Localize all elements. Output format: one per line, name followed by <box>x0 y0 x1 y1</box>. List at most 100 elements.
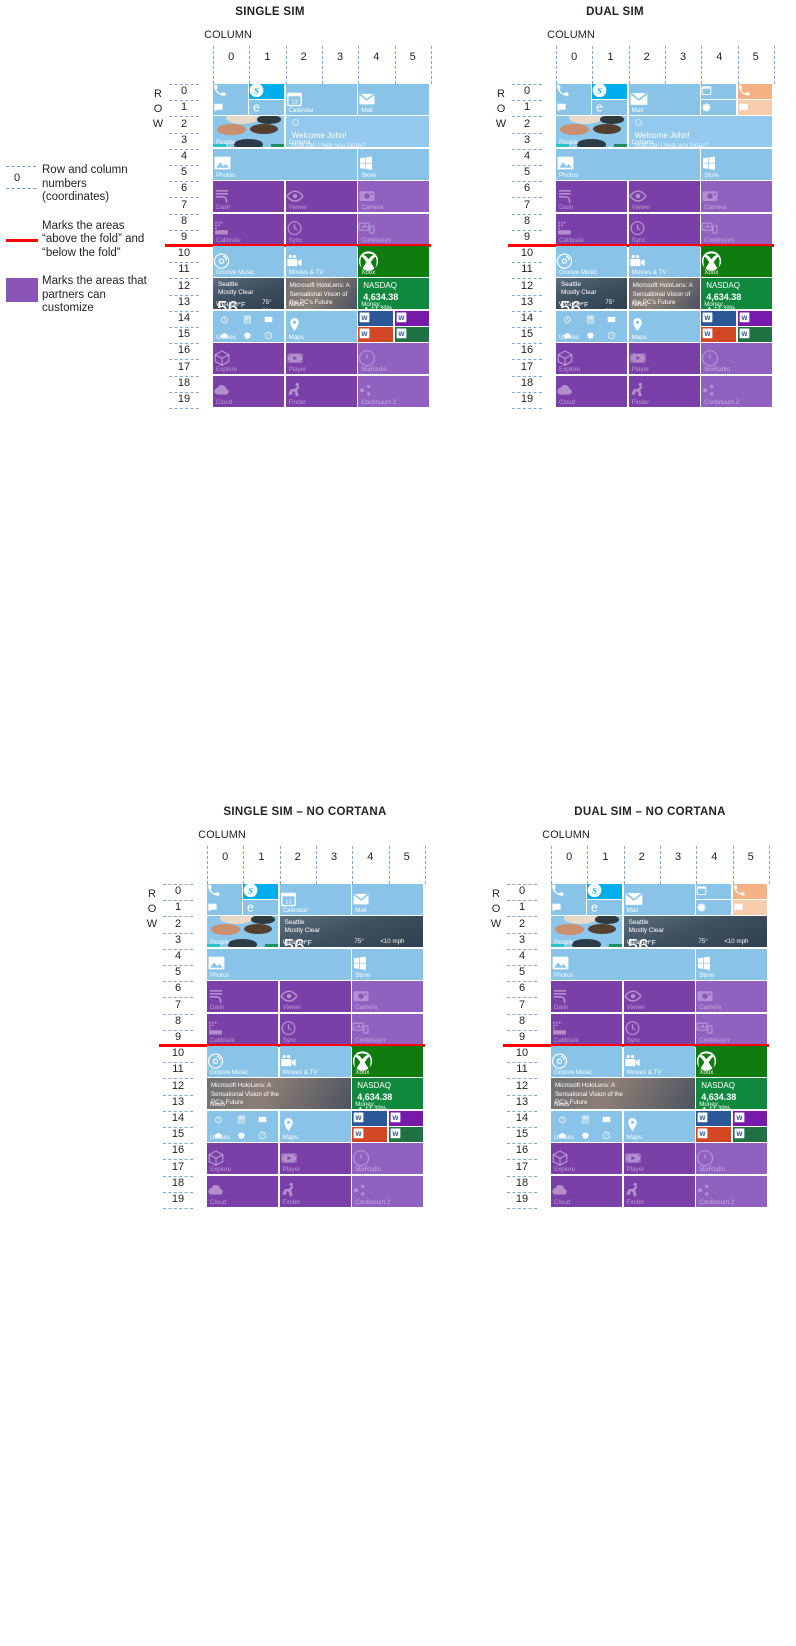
tile-weather[interactable]: Seattle Mostly Clear 56°F 75° 62° <10 mp… <box>279 916 424 948</box>
tile-sync[interactable]: Sync <box>279 1013 351 1045</box>
tile-messaging[interactable] <box>213 100 248 115</box>
tile-messaging[interactable] <box>207 900 242 915</box>
tile-maps[interactable]: Maps <box>623 1110 695 1142</box>
tile-store[interactable]: Store <box>352 948 424 980</box>
tile-cloud[interactable]: Cloud <box>207 1175 279 1207</box>
tile-continuum[interactable]: Continuum <box>701 213 773 245</box>
tile-phone-sim2[interactable] <box>732 884 768 899</box>
tile-onenote[interactable]: W <box>388 1110 424 1126</box>
tile-continuum-2[interactable]: Continuum 2 <box>696 1175 768 1207</box>
tile-continuum[interactable]: Continuum <box>696 1013 768 1045</box>
tile-calibrate[interactable]: Calibrate <box>556 213 628 245</box>
tile-sync[interactable]: Sync <box>628 213 700 245</box>
tile-powerpoint[interactable]: W <box>358 327 394 342</box>
tile-sync[interactable]: Sync <box>285 213 357 245</box>
tile-skype[interactable]: S <box>249 84 285 99</box>
tile-groove-music[interactable]: Groove Music <box>213 246 285 277</box>
tile-mixradio[interactable]: MixRadio <box>352 1143 424 1175</box>
tile-dash[interactable]: Dash <box>207 981 279 1013</box>
tile-edge[interactable]: e <box>243 900 279 915</box>
tile-cloud[interactable]: Cloud <box>551 1175 623 1207</box>
tile-groove-music[interactable]: Groove Music <box>207 1046 279 1077</box>
tile-dash[interactable]: Dash <box>551 981 623 1013</box>
tile-onenote[interactable]: W <box>394 310 430 326</box>
tile-money[interactable]: NASDAQ 4,634.38 ▲ +1.39% 11/02/2015 Mone… <box>352 1078 424 1110</box>
tile-continuum-2[interactable]: Continuum 2 <box>701 375 773 407</box>
tile-weather[interactable]: Seattle Mostly Clear 56°F 75° 62° Weathe… <box>213 278 285 310</box>
tile-skype[interactable]: S <box>592 84 628 99</box>
tile-utilities[interactable]: ? Utilities <box>551 1110 623 1142</box>
tile-onenote[interactable]: W <box>732 1110 768 1126</box>
tile-photos[interactable]: Photos <box>213 148 357 180</box>
tile-viewer[interactable]: Viewer <box>623 981 695 1013</box>
tile-cloud[interactable]: Cloud <box>556 375 628 407</box>
tile-camera[interactable]: Camera <box>696 981 768 1013</box>
tile-news[interactable]: Microsoft HoloLens: A Sensational Vision… <box>628 278 700 310</box>
tile-camera[interactable]: Camera <box>358 181 430 213</box>
tile-movies-tv[interactable]: Movies & TV <box>623 1046 695 1077</box>
tile-player[interactable]: Player <box>623 1143 695 1175</box>
tile-word[interactable]: W <box>701 310 737 326</box>
tile-continuum-2[interactable]: Continuum 2 <box>358 375 430 407</box>
tile-cortana[interactable]: Welcome John! How can I help you today? … <box>285 116 430 148</box>
tile-xbox[interactable]: Xbox <box>352 1046 424 1077</box>
tile-people[interactable]: People <box>551 916 623 948</box>
tile-messaging[interactable] <box>556 100 591 115</box>
tile-explore[interactable]: Explore <box>213 343 285 375</box>
tile-powerpoint[interactable]: W <box>696 1127 732 1142</box>
tile-store[interactable]: Store <box>696 948 768 980</box>
tile-utilities[interactable]: ? Utilities <box>213 310 285 342</box>
tile-camera[interactable]: Camera <box>701 181 773 213</box>
tile-word[interactable]: W <box>358 310 394 326</box>
tile-utilities[interactable]: ? Utilities <box>556 310 628 342</box>
tile-maps[interactable]: Maps <box>285 310 357 342</box>
tile-edge[interactable]: e <box>587 900 623 915</box>
tile-news[interactable]: Microsoft HoloLens: A Sensational Vision… <box>285 278 357 310</box>
tile-viewer[interactable]: Viewer <box>628 181 700 213</box>
tile-finder[interactable]: Finder <box>623 1175 695 1207</box>
tile-mail[interactable]: Mail <box>628 84 700 115</box>
tile-photos[interactable]: Photos <box>551 948 695 980</box>
tile-calendar[interactable] <box>701 84 737 99</box>
tile-explore[interactable]: Explore <box>207 1143 279 1175</box>
tile-edge[interactable]: e <box>249 100 285 115</box>
tile-dash[interactable]: Dash <box>556 181 628 213</box>
tile-powerpoint[interactable]: W <box>701 327 737 342</box>
tile-viewer[interactable]: Viewer <box>279 981 351 1013</box>
tile-settings[interactable] <box>696 900 732 915</box>
tile-mixradio[interactable]: MixRadio <box>701 343 773 375</box>
tile-mail[interactable]: Mail <box>623 884 695 915</box>
tile-phone-sim2[interactable] <box>737 84 773 99</box>
tile-continuum[interactable]: Continuum <box>352 1013 424 1045</box>
tile-player[interactable]: Player <box>279 1143 351 1175</box>
tile-finder[interactable]: Finder <box>285 375 357 407</box>
tile-finder[interactable]: Finder <box>279 1175 351 1207</box>
tile-store[interactable]: Store <box>358 148 430 180</box>
tile-movies-tv[interactable]: Movies & TV <box>285 246 357 277</box>
tile-explore[interactable]: Explore <box>556 343 628 375</box>
tile-money[interactable]: NASDAQ 4,634.38 ▲ +1.39% 02/25/2015 Mone… <box>696 1078 768 1110</box>
tile-word[interactable]: W <box>696 1110 732 1126</box>
tile-calendar[interactable] <box>696 884 732 899</box>
tile-calibrate[interactable]: Calibrate <box>213 213 285 245</box>
tile-cloud[interactable]: Cloud <box>213 375 285 407</box>
tile-movies-tv[interactable]: Movies & TV <box>279 1046 351 1077</box>
tile-xbox[interactable]: Xbox <box>701 246 773 277</box>
tile-player[interactable]: Player <box>285 343 357 375</box>
tile-maps[interactable]: Maps <box>628 310 700 342</box>
tile-finder[interactable]: Finder <box>628 375 700 407</box>
tile-photos[interactable]: Photos <box>556 148 700 180</box>
tile-calibrate[interactable]: Calibrate <box>207 1013 279 1045</box>
tile-xbox[interactable]: Xbox <box>696 1046 768 1077</box>
tile-people[interactable]: People <box>213 116 285 148</box>
tile-maps[interactable]: Maps <box>279 1110 351 1142</box>
tile-messaging-sim2[interactable] <box>737 100 773 115</box>
tile-xbox[interactable]: Xbox <box>358 246 430 277</box>
tile-player[interactable]: Player <box>628 343 700 375</box>
tile-cortana[interactable]: Welcome John! How can I help you today? … <box>628 116 773 148</box>
tile-mail[interactable]: Mail <box>352 884 424 915</box>
tile-groove-music[interactable]: Groove Music <box>556 246 628 277</box>
tile-people[interactable]: People <box>207 916 279 948</box>
tile-settings[interactable] <box>701 100 737 115</box>
tile-messaging-sim2[interactable] <box>732 900 768 915</box>
